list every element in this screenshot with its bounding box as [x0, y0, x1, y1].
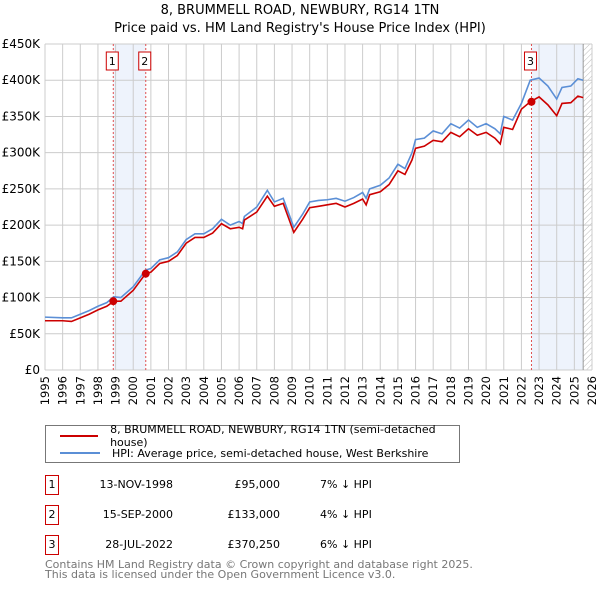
sale-badge-label: 1 [109, 55, 116, 68]
sale-badge-label: 2 [141, 55, 148, 68]
x-tick-label: 1997 [73, 376, 87, 405]
x-tick-label: 2016 [409, 376, 423, 405]
y-tick-label: £50K [9, 327, 41, 341]
x-tick-label: 2022 [514, 376, 528, 405]
y-tick-label: £100K [2, 291, 42, 305]
sale-point [141, 269, 150, 278]
sale-badge-label: 3 [527, 55, 534, 68]
sale-point [109, 297, 118, 306]
x-tick-label: 1998 [91, 376, 105, 405]
x-tick-label: 2000 [126, 376, 140, 405]
x-tick-label: 2011 [320, 376, 334, 405]
legend-swatch-red [60, 435, 99, 437]
chart-title: 8, BRUMMELL ROAD, NEWBURY, RG14 1TN [160, 3, 440, 18]
x-tick-label: 2025 [567, 376, 581, 405]
legend-swatch-blue [60, 452, 100, 454]
legend: 8, BRUMMELL ROAD, NEWBURY, RG14 1TN (sem… [45, 423, 460, 463]
sale-badge [105, 51, 119, 71]
footer-line: This data is licensed under the Open Gov… [45, 568, 396, 581]
future-hatch [583, 44, 592, 370]
y-tick-label: £300K [2, 146, 42, 160]
transaction-date: 13-NOV-1998 [99, 478, 173, 491]
x-tick-label: 2019 [461, 376, 475, 405]
legend-item-hpi: HPI: Average price, semi-detached house,… [46, 445, 428, 461]
transaction-hpi: 4% ↓ HPI [320, 508, 372, 521]
y-tick-label: £450K [2, 37, 42, 51]
y-tick-label: £350K [2, 109, 42, 123]
sale-point [527, 97, 536, 106]
x-tick-label: 2005 [214, 376, 228, 405]
transaction-badge: 3 [45, 535, 59, 555]
transaction-price: £133,000 [227, 508, 281, 521]
transaction-row: 2 15-SEP-2000 £133,000 4% ↓ HPI [45, 505, 465, 525]
x-tick-label: 2018 [444, 376, 458, 405]
y-tick-label: £400K [2, 73, 42, 87]
x-tick-label: 2013 [356, 376, 370, 405]
x-tick-label: 1996 [56, 376, 70, 405]
legend-label: 8, BRUMMELL ROAD, NEWBURY, RG14 1TN (sem… [110, 423, 436, 449]
legend-item-property: 8, BRUMMELL ROAD, NEWBURY, RG14 1TN (sem… [46, 423, 459, 449]
x-tick-label: 1999 [109, 376, 123, 405]
x-tick-label: 2004 [197, 376, 211, 405]
y-tick-label: £0 [25, 363, 40, 377]
transaction-badge: 1 [45, 475, 59, 495]
y-tick-label: £250K [2, 182, 42, 196]
transaction-row: 1 13-NOV-1998 £95,000 7% ↓ HPI [45, 475, 465, 495]
x-tick-label: 2003 [179, 376, 193, 405]
x-tick-label: 2012 [338, 376, 352, 405]
sale-badge [138, 51, 152, 71]
y-tick-label: £200K [2, 218, 42, 232]
x-tick-label: 2020 [479, 376, 493, 405]
x-tick-label: 2009 [285, 376, 299, 405]
chart-subtitle: Price paid vs. HM Land Registry's House … [114, 21, 486, 36]
property-price-line [45, 95, 584, 323]
x-tick-label: 2024 [550, 376, 564, 405]
x-tick-label: 2002 [162, 376, 176, 405]
transaction-row: 3 28-JUL-2022 £370,250 6% ↓ HPI [45, 535, 465, 555]
hpi-line [44, 77, 584, 319]
x-tick-label: 2006 [232, 376, 246, 405]
x-tick-label: 1995 [38, 376, 52, 405]
holding-period-shade [113, 44, 146, 370]
legend-label: HPI: Average price, semi-detached house,… [112, 446, 429, 460]
x-tick-label: 2014 [373, 376, 387, 405]
x-tick-label: 2001 [144, 376, 158, 405]
x-tick-label: 2021 [497, 376, 511, 405]
transaction-price: £95,000 [234, 478, 281, 491]
transaction-hpi: 7% ↓ HPI [320, 478, 372, 491]
footer-line: Contains HM Land Registry data © Crown c… [45, 558, 473, 571]
x-tick-label: 2017 [426, 376, 440, 405]
transaction-hpi: 6% ↓ HPI [320, 538, 372, 551]
x-tick-label: 2026 [585, 376, 599, 405]
x-tick-label: 2008 [267, 376, 281, 405]
x-tick-label: 2015 [391, 376, 405, 405]
x-tick-label: 2007 [250, 376, 264, 405]
x-tick-label: 2023 [532, 376, 546, 405]
y-tick-label: £150K [2, 254, 42, 268]
transaction-date: 15-SEP-2000 [102, 508, 173, 521]
sale-badge [523, 51, 537, 71]
transaction-badge: 2 [45, 505, 59, 525]
transaction-date: 28-JUL-2022 [105, 538, 173, 551]
x-tick-label: 2010 [303, 376, 317, 405]
price-chart: 1995 1996 1997 1998 1999 2000 2001 2002 2003 2004… [2, 37, 599, 405]
transaction-price: £370,250 [227, 538, 281, 551]
footer: Contains HM Land Registry data © Crown c… [45, 558, 473, 581]
